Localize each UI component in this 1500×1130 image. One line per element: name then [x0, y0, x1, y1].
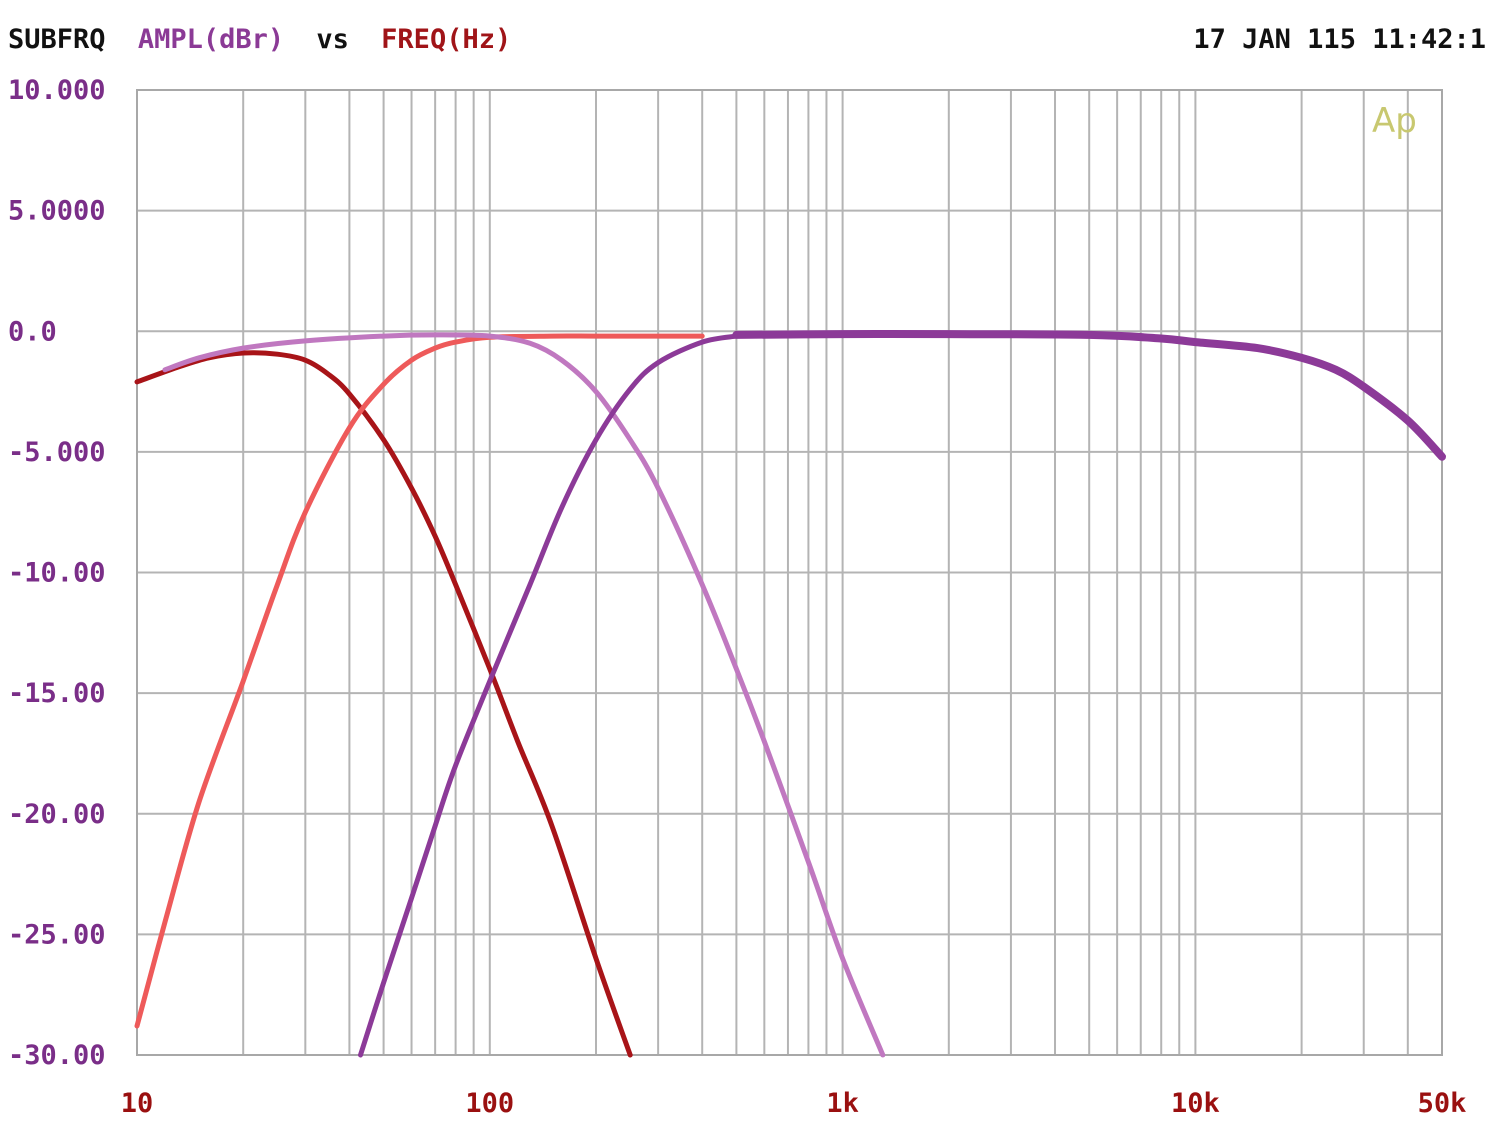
x-tick-label: 1k — [826, 1088, 859, 1119]
y-tick-label: -20.00 — [8, 799, 106, 830]
ap-logo: Ap — [1372, 101, 1417, 141]
header-prefix: SUBFRQ — [8, 24, 106, 55]
x-tick-label: 100 — [465, 1088, 514, 1119]
series-line-4 — [358, 333, 739, 1058]
x-axis-label: FREQ(Hz) — [381, 24, 511, 55]
header-timestamp: 17 JAN 115 11:42:1 — [1193, 24, 1486, 55]
y-tick-label: 0.0 — [8, 316, 57, 347]
y-axis-label: AMPL(dBr) — [138, 24, 284, 55]
chart-header: SUBFRQ AMPL(dBr) vs FREQ(Hz) — [8, 24, 511, 55]
y-tick-label: -10.00 — [8, 558, 106, 589]
y-tick-label: 10.000 — [8, 75, 106, 106]
x-tick-label: 10 — [121, 1088, 154, 1119]
series-line-2 — [134, 333, 705, 1029]
y-tick-label: -5.000 — [8, 437, 106, 468]
series-line-5 — [732, 330, 1446, 461]
y-tick-label: -15.00 — [8, 678, 106, 709]
y-axis-ticks: 10.000 5.0000 0.0 -5.000 -10.00 -15.00 -20.00 -… — [8, 75, 106, 1071]
header-vs: vs — [316, 24, 349, 55]
plot-frame — [136, 89, 1443, 1056]
x-tick-label: 10k — [1171, 1088, 1220, 1119]
x-tick-label: 50k — [1418, 1088, 1467, 1119]
y-tick-label: 5.0000 — [8, 196, 106, 227]
chart-grid — [136, 89, 1443, 1056]
y-tick-label: -30.00 — [8, 1040, 106, 1071]
y-tick-label: -25.00 — [8, 919, 106, 950]
series-line-1 — [134, 350, 633, 1058]
chart-series — [134, 330, 1446, 1058]
series-line-3 — [162, 332, 886, 1058]
x-axis-ticks: 10 100 1k 10k 50k — [121, 1088, 1467, 1119]
